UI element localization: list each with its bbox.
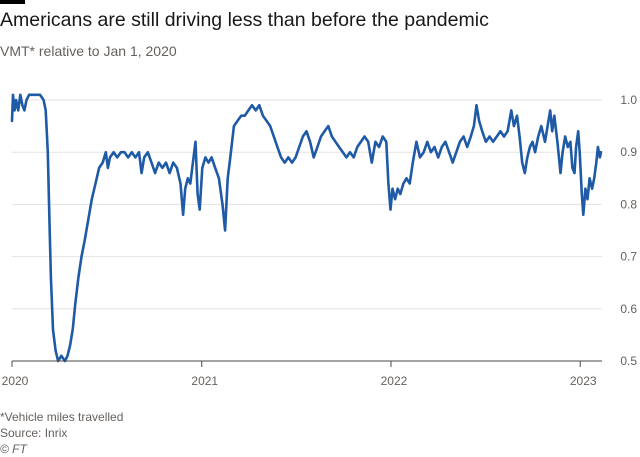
chart-title: Americans are still driving less than be…: [0, 9, 489, 31]
y-tick-label: 0.7: [620, 250, 637, 264]
gridlines: [12, 99, 602, 310]
y-tick-label: 0.8: [620, 197, 637, 211]
y-tick-label: 0.9: [620, 145, 637, 159]
x-axis: 2020 2021 2022 2023: [2, 360, 602, 388]
series-layer: [10, 93, 603, 363]
brand-top-bar: [0, 0, 25, 4]
y-tick-label: 0.6: [620, 302, 637, 316]
chart-subtitle: VMT* relative to Jan 1, 2020: [0, 43, 177, 59]
line-chart: 2020 2021 2022 2023 0.5 0.6 0.7 0.8 0.9 1.0: [2, 93, 638, 388]
x-tick-label: 2021: [191, 374, 218, 388]
y-tick-label: 0.5: [620, 354, 637, 368]
series-line-vmt: [10, 93, 603, 363]
footnote: *Vehicle miles travelled: [0, 410, 124, 424]
source-note: Source: Inrix: [0, 426, 68, 440]
ft-credit: © FT: [0, 442, 27, 456]
x-tick-label: 2023: [570, 374, 597, 388]
y-axis-labels: 0.5 0.6 0.7 0.8 0.9 1.0: [620, 93, 637, 368]
x-tick-label: 2020: [2, 374, 29, 388]
x-tick-label: 2022: [381, 374, 408, 388]
y-tick-label: 1.0: [620, 93, 637, 107]
